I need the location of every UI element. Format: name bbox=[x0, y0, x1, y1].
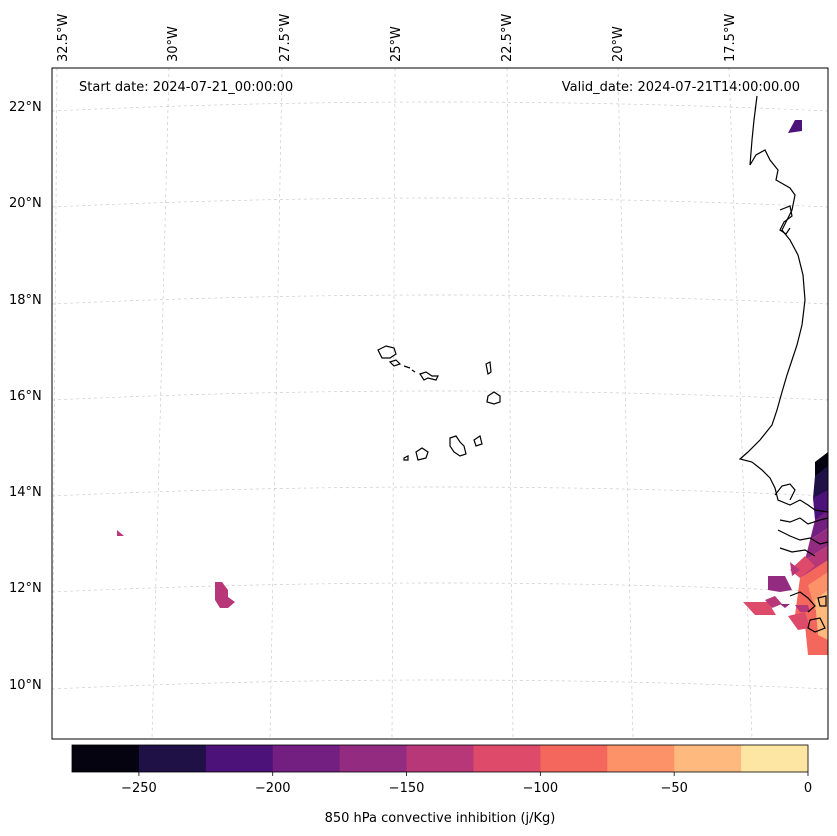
island bbox=[411, 369, 416, 373]
cin-patch bbox=[790, 562, 800, 576]
island bbox=[473, 435, 483, 447]
longitude-labels: 32.5°W 30°W 27.5°W 25°W 22.5°W 20°W 17.5… bbox=[56, 14, 738, 62]
lat-label: 18°N bbox=[9, 293, 42, 308]
cin-patch bbox=[780, 604, 790, 608]
map-panel: Start date: 2024-07-21_00:00:00 Valid_da… bbox=[51, 67, 829, 740]
island bbox=[403, 365, 411, 369]
cin-patch bbox=[813, 490, 828, 520]
lon-label: 20°W bbox=[611, 26, 626, 62]
colorbar-block bbox=[272, 745, 341, 772]
colorbar-tick-label: −250 bbox=[121, 781, 157, 796]
lat-label: 16°N bbox=[9, 389, 42, 404]
colorbar-block bbox=[473, 745, 541, 772]
island bbox=[377, 345, 397, 359]
island bbox=[486, 391, 501, 405]
colorbar-tick-label: 0 bbox=[804, 781, 812, 796]
lat-label: 22°N bbox=[9, 100, 42, 115]
island bbox=[403, 455, 409, 461]
colorbar-block bbox=[72, 745, 140, 772]
lat-label: 10°N bbox=[9, 678, 42, 693]
island bbox=[449, 435, 467, 457]
island bbox=[485, 361, 492, 375]
map-frame bbox=[51, 67, 829, 740]
colorbar-block bbox=[339, 745, 408, 772]
colorbar-ticks: −250 −200 −150 −100 −50 0 bbox=[121, 772, 812, 796]
cin-patch bbox=[788, 612, 810, 630]
colorbar-tick-label: −100 bbox=[523, 781, 559, 796]
colorbar-tick-label: −200 bbox=[255, 781, 291, 796]
colorbar-block bbox=[138, 745, 207, 772]
island bbox=[388, 359, 402, 367]
cin-patch bbox=[810, 510, 828, 540]
cin-patch bbox=[743, 602, 776, 615]
colorbar-block bbox=[607, 745, 675, 772]
lon-label: 25°W bbox=[389, 26, 404, 62]
colorbar-block bbox=[674, 745, 742, 772]
cin-patch bbox=[805, 528, 828, 560]
cin-patch bbox=[117, 530, 124, 536]
lon-label: 30°W bbox=[166, 26, 181, 62]
island bbox=[415, 447, 429, 461]
lon-label: 27.5°W bbox=[278, 14, 293, 62]
cin-patch bbox=[215, 582, 235, 608]
colorbar: −250 −200 −150 −100 −50 0 850 hPa convective … bbox=[71, 744, 812, 826]
colorbar-block bbox=[741, 745, 809, 772]
cin-patch bbox=[788, 120, 802, 133]
colorbar-tick-label: −150 bbox=[389, 781, 425, 796]
map-background bbox=[52, 68, 828, 739]
lat-label: 12°N bbox=[9, 581, 42, 596]
colorbar-frame bbox=[71, 744, 809, 773]
valid-date-text: Valid_date: 2024-07-21T14:00:00.00 bbox=[562, 80, 800, 95]
island bbox=[419, 371, 439, 381]
lon-label: 17.5°W bbox=[723, 14, 738, 62]
lon-label: 32.5°W bbox=[56, 14, 71, 62]
colorbar-block bbox=[205, 745, 274, 772]
cin-patch bbox=[813, 466, 828, 498]
colorbar-label: 850 hPa convective inhibition (j/Kg) bbox=[325, 811, 556, 826]
cin-patch bbox=[768, 576, 792, 592]
lon-label: 22.5°W bbox=[500, 14, 515, 62]
gridlines bbox=[52, 68, 828, 739]
coastlines bbox=[377, 95, 828, 633]
colorbar-block bbox=[540, 745, 608, 772]
lat-label: 20°N bbox=[9, 196, 42, 211]
colorbar-block bbox=[406, 745, 474, 772]
lat-label: 14°N bbox=[9, 485, 42, 500]
cin-patch bbox=[795, 605, 810, 612]
colorbar-blocks bbox=[72, 745, 809, 772]
latitude-labels: 22°N 20°N 18°N 16°N 14°N 12°N 10°N bbox=[9, 100, 42, 693]
start-date-text: Start date: 2024-07-21_00:00:00 bbox=[79, 80, 293, 95]
cin-patch bbox=[765, 596, 782, 608]
colorbar-tick-label: −50 bbox=[660, 781, 687, 796]
african-coastline bbox=[738, 95, 828, 513]
